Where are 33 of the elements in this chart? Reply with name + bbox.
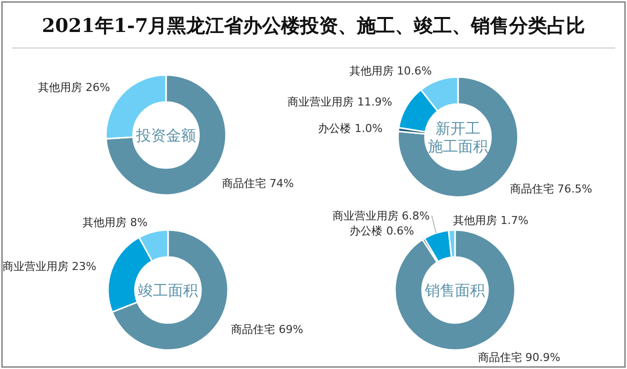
slice-label: 商业营业用房 xyxy=(288,95,354,108)
chart-title: 2021年1-7月黑龙江省办公楼投资、施工、竣工、销售分类占比 xyxy=(42,15,586,37)
slice-label: 商品住宅 xyxy=(478,351,522,364)
data-label: 8% xyxy=(130,216,148,230)
slice-label: 其他用房 xyxy=(349,64,394,78)
slice-label: 其他用房 xyxy=(38,80,82,94)
data-label: 26% xyxy=(86,80,110,94)
data-label: 69% xyxy=(278,323,304,336)
slice-label: 其他用房 xyxy=(82,216,127,230)
slice-label: 办公楼 xyxy=(350,224,383,238)
data-label: 6.8% xyxy=(402,209,430,222)
data-label: 1.7% xyxy=(500,214,529,227)
slice-label: 其他用房 xyxy=(453,214,498,227)
data-label: 0.6% xyxy=(386,224,414,238)
slice-label: 办公楼 xyxy=(318,122,352,136)
text: 销售面积 xyxy=(424,281,485,300)
data-label: 10.6% xyxy=(396,64,432,78)
slice-label: 商品住宅 xyxy=(222,176,266,190)
slice-label: 商业营业用房 xyxy=(2,260,68,274)
donut-slice xyxy=(397,76,519,198)
data-label: 74% xyxy=(269,176,294,190)
data-label: 76.5% xyxy=(557,182,592,196)
slice-label: 商品住宅 xyxy=(231,323,276,336)
data-label: 1.0% xyxy=(354,122,383,136)
text: 新开工施工面积 xyxy=(428,119,488,156)
text: 投资金额 xyxy=(135,126,196,144)
slice-label: 商业营业用房 xyxy=(332,209,398,222)
data-label: 90.9% xyxy=(525,351,560,364)
data-label: 23% xyxy=(72,260,96,274)
text: 竣工面积 xyxy=(138,281,198,300)
slice-label: 商品住宅 xyxy=(510,182,554,196)
donut-slice xyxy=(111,229,229,351)
data-label: 11.9% xyxy=(357,95,392,108)
